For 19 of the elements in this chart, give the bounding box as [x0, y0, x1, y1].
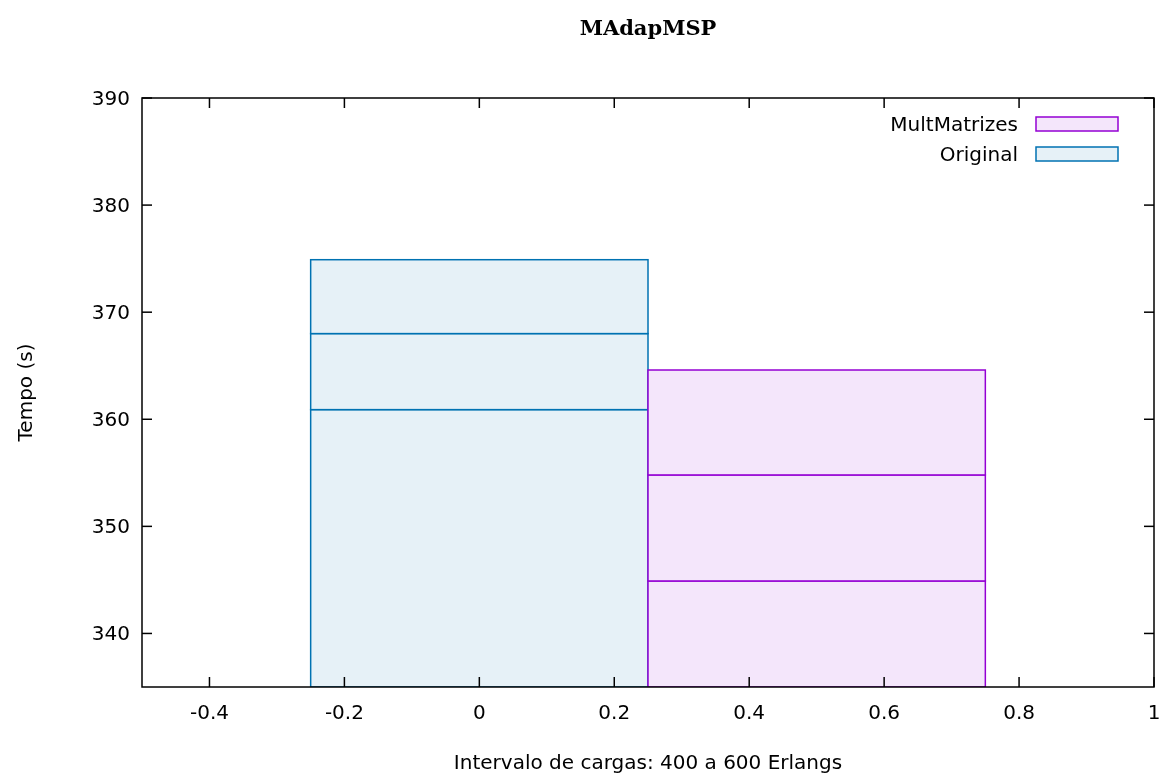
y-tick-label: 380: [91, 193, 130, 218]
chart-title: MAdapMSP: [579, 15, 717, 40]
y-tick-label: 390: [91, 86, 130, 110]
y-tick-label: 360: [91, 407, 130, 432]
x-axis-title: Intervalo de cargas: 400 a 600 Erlangs: [453, 750, 843, 774]
legend-label: Original: [939, 142, 1018, 166]
x-tick-label: 0.6: [868, 700, 901, 724]
x-tick-label: -0.2: [324, 700, 364, 724]
x-tick-label: -0.4: [189, 700, 229, 724]
x-tick-label: 0.8: [1003, 700, 1035, 724]
x-tick-label: 0.4: [733, 700, 766, 724]
y-tick-label: 370: [91, 300, 130, 325]
x-tick-label: 1: [1147, 700, 1161, 724]
y-tick-label: 340: [91, 621, 130, 646]
x-tick-label: 0: [472, 700, 486, 724]
legend-label: MultMatrizes: [890, 112, 1018, 136]
y-tick-label: 350: [91, 514, 130, 539]
x-tick-label: 0.2: [598, 700, 631, 724]
y-axis-title: Tempo (s): [13, 343, 37, 443]
